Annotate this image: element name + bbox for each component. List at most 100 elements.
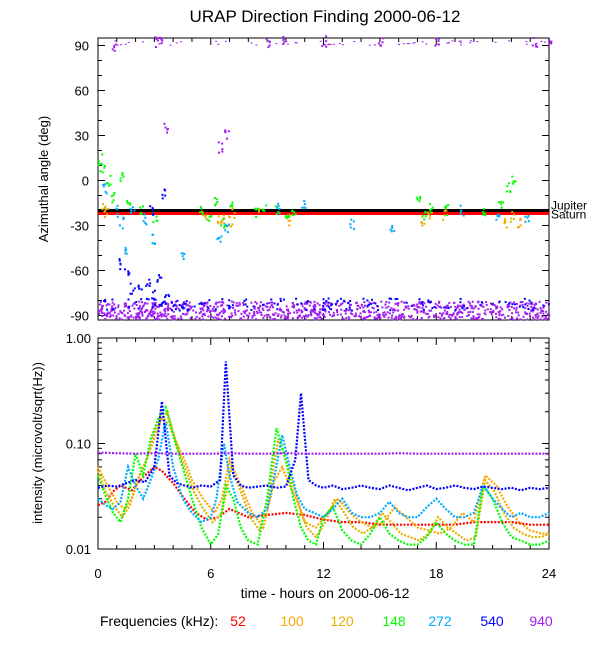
azimuth-point-940 xyxy=(182,301,185,304)
azimuth-point-540 xyxy=(159,304,162,307)
azimuth-point-940 xyxy=(415,308,418,311)
azimuth-point-940 xyxy=(445,305,448,308)
azimuth-point-540 xyxy=(151,208,154,211)
azimuth-point-540 xyxy=(390,297,393,300)
azimuth-point-148 xyxy=(429,209,432,212)
azimuth-point-940 xyxy=(295,42,298,44)
azimuth-point-940 xyxy=(531,310,534,313)
azimuth-point-940 xyxy=(188,301,191,304)
azimuth-point-940 xyxy=(308,304,311,307)
azimuth-point-940 xyxy=(535,42,538,44)
azimuth-point-940 xyxy=(326,304,329,307)
azimuth-point-940 xyxy=(319,311,322,314)
azimuth-point-940 xyxy=(157,314,160,317)
azimuth-point-940 xyxy=(489,311,492,314)
azimuth-point-940 xyxy=(485,301,488,304)
azimuth-point-940 xyxy=(264,305,267,308)
azimuth-point-940 xyxy=(319,40,322,42)
azimuth-point-148 xyxy=(108,184,111,187)
azimuth-point-940 xyxy=(158,43,161,45)
azimuth-point-940 xyxy=(113,311,116,314)
azimuth-point-940 xyxy=(459,44,462,46)
azimuth-point-940 xyxy=(217,317,220,320)
azimuth-point-940 xyxy=(215,313,218,316)
azimuth-point-940 xyxy=(212,316,215,319)
azimuth-point-940 xyxy=(182,313,185,316)
azimuth-point-940 xyxy=(98,312,101,315)
azimuth-point-940 xyxy=(257,307,260,310)
azimuth-point-940 xyxy=(537,315,540,318)
azimuth-point-940 xyxy=(314,305,317,308)
azimuth-point-540 xyxy=(250,308,253,311)
azimuth-point-940 xyxy=(386,311,389,314)
azimuth-point-940 xyxy=(113,308,116,311)
azimuth-point-540 xyxy=(459,297,462,300)
azimuth-point-148 xyxy=(506,190,509,193)
azimuth-y-tick-label: 90 xyxy=(75,39,89,54)
azimuth-point-120 xyxy=(101,208,104,211)
azimuth-point-940 xyxy=(166,317,169,320)
azimuth-point-940 xyxy=(459,40,462,42)
azimuth-point-100 xyxy=(104,208,107,211)
azimuth-point-540 xyxy=(410,304,413,307)
azimuth-point-940 xyxy=(373,317,376,320)
azimuth-point-940 xyxy=(456,313,459,316)
azimuth-point-940 xyxy=(396,304,399,307)
azimuth-point-120 xyxy=(222,214,225,217)
azimuth-point-940 xyxy=(519,301,522,304)
azimuth-point-940 xyxy=(425,43,428,45)
azimuth-point-940 xyxy=(428,315,431,318)
azimuth-point-940 xyxy=(155,317,158,320)
azimuth-point-940 xyxy=(495,307,498,310)
azimuth-point-940 xyxy=(528,302,531,305)
azimuth-point-940 xyxy=(117,304,120,307)
azimuth-point-940 xyxy=(159,36,162,39)
azimuth-point-940 xyxy=(214,316,217,319)
azimuth-point-940 xyxy=(398,314,401,317)
azimuth-point-940 xyxy=(428,309,431,312)
azimuth-point-940 xyxy=(220,310,223,313)
azimuth-point-540 xyxy=(313,308,316,311)
azimuth-point-940 xyxy=(141,311,144,314)
azimuth-point-940 xyxy=(322,306,325,309)
azimuth-point-540 xyxy=(147,298,150,301)
azimuth-point-540 xyxy=(389,309,392,312)
azimuth-point-940 xyxy=(332,311,335,314)
azimuth-point-540 xyxy=(522,306,525,309)
azimuth-point-940 xyxy=(160,38,163,41)
azimuth-y-ticks: 90 60 30 0 -30 -60 -90 xyxy=(70,38,550,324)
azimuth-point-940 xyxy=(219,318,222,321)
azimuth-point-540 xyxy=(228,299,231,302)
azimuth-point-148 xyxy=(421,214,424,217)
azimuth-point-272 xyxy=(180,252,183,255)
azimuth-point-940 xyxy=(283,317,286,320)
azimuth-point-148 xyxy=(99,170,102,173)
azimuth-point-940 xyxy=(325,45,328,48)
azimuth-point-148 xyxy=(285,216,288,219)
azimuth-point-940 xyxy=(490,311,493,314)
azimuth-point-540 xyxy=(350,309,353,312)
azimuth-point-940 xyxy=(470,307,473,310)
azimuth-point-940 xyxy=(222,301,225,304)
azimuth-point-940 xyxy=(550,40,553,43)
azimuth-point-540 xyxy=(135,300,138,303)
azimuth-point-940 xyxy=(163,122,166,125)
legend-entry-148: 148 xyxy=(382,613,406,629)
azimuth-point-940 xyxy=(362,317,365,320)
azimuth-point-940 xyxy=(279,316,282,319)
legend-entry-540: 540 xyxy=(480,613,504,629)
azimuth-point-272 xyxy=(526,216,529,219)
azimuth-point-940 xyxy=(525,302,528,305)
azimuth-point-940 xyxy=(266,309,269,312)
azimuth-point-540 xyxy=(161,197,164,200)
azimuth-point-940 xyxy=(277,313,280,316)
azimuth-point-272 xyxy=(228,223,231,226)
azimuth-point-940 xyxy=(203,304,206,307)
azimuth-point-272 xyxy=(116,215,119,218)
azimuth-point-940 xyxy=(124,43,127,45)
azimuth-point-940 xyxy=(164,312,167,315)
azimuth-point-940 xyxy=(157,306,160,309)
azimuth-point-148 xyxy=(482,207,485,210)
azimuth-point-148 xyxy=(446,214,449,217)
